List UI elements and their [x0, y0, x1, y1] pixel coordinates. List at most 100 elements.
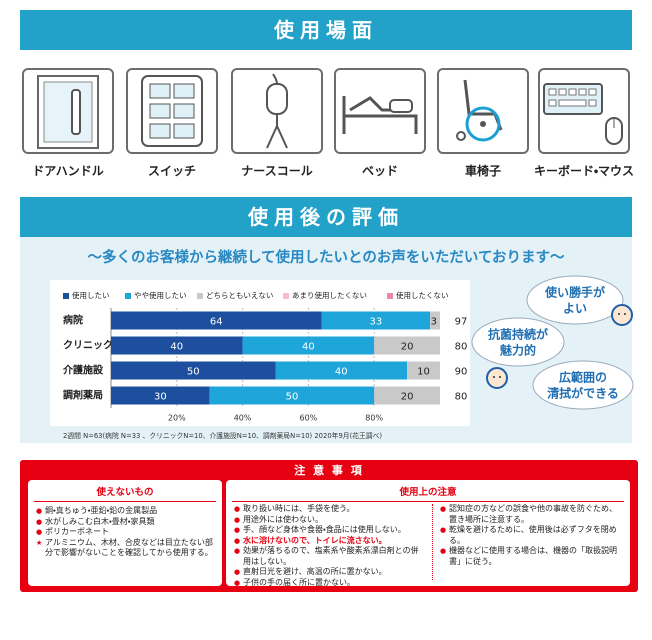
subtitle: ～多くのお客様から継続して使用したいとのお声をいただいております～ [87, 250, 565, 266]
bar-segment [407, 361, 440, 380]
comment: 広範囲の [559, 370, 607, 385]
item: 用途外には使わない。 [234, 515, 424, 526]
value-label: 3 [431, 317, 437, 328]
comment: 魅力的 [499, 343, 536, 358]
x-tick-label: 20% [168, 414, 186, 423]
icon-keyboard-mouse [543, 83, 623, 145]
item: 認知症の方などの誤食や他の事故を防ぐため、置き場所に注意する。 [440, 504, 622, 525]
value-label: 20 [401, 392, 414, 403]
item: 機器などに使用する場合は、機器の「取扱説明書」に従う。 [440, 546, 622, 567]
scene-icon [231, 68, 323, 154]
category-label: 調剤薬局 [63, 389, 103, 402]
scene-label: キーボード・マウス [533, 164, 635, 178]
item-list: 取り扱い時には、手袋を使う。 用途外には使わない。 手、顔など身体や食器・食品に… [226, 500, 432, 588]
caution-title: 注 意 事 項 [294, 464, 364, 477]
comment: 抗菌持続が [488, 327, 548, 342]
bar-segment [111, 361, 276, 380]
item: 銅・真ちゅう・亜鉛・鉛の金属製品 [36, 506, 214, 517]
item: 水に溶けないので、トイレに流さない。 [234, 536, 424, 547]
total-label: 90 [455, 367, 468, 378]
bar-segment [430, 311, 440, 330]
legend-label: 使用したい [72, 290, 110, 300]
scene-icon [334, 68, 426, 154]
speech-bubble [526, 275, 624, 325]
value-label: 50 [187, 367, 200, 378]
total-label: 80 [455, 342, 468, 353]
category-label: 介護施設 [63, 364, 104, 377]
item: 手、顔など身体や食器・食品には使用しない。 [234, 525, 424, 536]
bar-segment [321, 311, 431, 330]
scene-label: 車椅子 [464, 164, 501, 178]
legend-swatch [125, 293, 131, 299]
comment: 使い勝手が [544, 285, 605, 300]
item: ポリカーボネート [36, 527, 214, 538]
icon-wheelchair [456, 79, 503, 142]
scene-label: ベッド [361, 164, 398, 178]
column-title: 使えないもの [34, 480, 216, 502]
column-title: 使用上の注意 [232, 480, 624, 502]
caution-column: 使えないもの 銅・真ちゅう・亜鉛・鉛の金属製品 水がしみこむ白木・畳材・家具類 … [28, 480, 222, 586]
bar-segment [275, 361, 408, 380]
value-label: 64 [210, 317, 223, 328]
value-label: 33 [369, 317, 382, 328]
x-tick-label: 80% [365, 414, 383, 423]
speech-bubble [471, 317, 565, 367]
legend-swatch [63, 293, 69, 299]
bar-segment [111, 311, 322, 330]
category-label: クリニック [63, 340, 113, 352]
item-list: 認知症の方などの誤食や他の事故を防ぐため、置き場所に注意する。 乾燥を避けるため… [432, 500, 630, 567]
item: 効果が落ちるので、塩素系や酸素系漂白剤との併用はしない。 [234, 546, 424, 567]
scene-label: ナースコール [241, 164, 313, 178]
divider [432, 504, 433, 580]
chart-note: 2週間 N=63(病院 N=33 、クリニックN=10、介護施設N=10、調剤薬… [63, 431, 382, 440]
value-label: 20 [401, 342, 414, 353]
comment: よい [563, 302, 587, 316]
scene-icon [437, 68, 529, 154]
icon-bed [342, 96, 418, 134]
scene-label: ドアハンドル [32, 164, 104, 178]
face [486, 367, 508, 389]
icon-nurse-call [266, 73, 288, 149]
value-label: 10 [417, 367, 430, 378]
x-tick-label: 40% [234, 414, 252, 423]
value-label: 50 [286, 392, 299, 403]
legend-label: どちらともいえない [206, 291, 273, 300]
legend-label: 使用したくない [396, 290, 449, 300]
bar-segment [242, 336, 375, 355]
comment: 清拭ができる [547, 386, 619, 401]
bar-segment [111, 386, 210, 405]
legend-label: やや使用したい [134, 290, 187, 300]
total-label: 80 [455, 392, 468, 403]
legend-swatch [387, 293, 393, 299]
bar-segment [374, 386, 440, 405]
comments: 使い勝手が よい 抗菌持続が 魅力的 広範囲の 清拭ができる [471, 275, 634, 410]
icon-switch [141, 75, 203, 147]
speech-bubble [532, 360, 634, 410]
section-title: 使用場面 [20, 10, 632, 50]
bar-segment [374, 336, 440, 355]
bar-segment [209, 386, 375, 405]
caution-column: 使用上の注意 取り扱い時には、手袋を使う。 用途外には使わない。 手、顔など身体… [226, 480, 630, 588]
item: 乾燥を避けるために、使用後は必ずフタを閉める。 [440, 525, 622, 546]
face [611, 304, 633, 326]
value-label: 40 [302, 342, 315, 353]
legend-label: あまり使用したくない [292, 290, 367, 300]
item: 直射日光を避け、高温の所に置かない。 [234, 567, 424, 578]
value-label: 40 [335, 367, 348, 378]
scene-icon [538, 68, 630, 154]
item-list: 銅・真ちゅう・亜鉛・鉛の金属製品 水がしみこむ白木・畳材・家具類 ポリカーボネー… [28, 502, 222, 559]
x-tick-label: 60% [300, 414, 318, 423]
item: 取り扱い時には、手袋を使う。 [234, 504, 424, 515]
scene-icon [126, 68, 218, 154]
chart: 使用したい やや使用したい どちらともいえない あまり使用したくない 使用したくない 20… [50, 280, 470, 440]
section-title: 使用後の評価 [20, 197, 632, 237]
category-label: 病院 [63, 314, 83, 327]
icon-door-handle [37, 75, 99, 149]
scene-label: スイッチ [147, 164, 196, 178]
legend-swatch [197, 293, 203, 299]
scene-icon [22, 68, 114, 154]
item: アルミニウム、木材、合皮などは目立たない部分で影響がないことを確認してから使用す… [36, 538, 214, 559]
value-label: 30 [154, 392, 167, 403]
value-label: 40 [170, 342, 183, 353]
legend-swatch [283, 293, 289, 299]
